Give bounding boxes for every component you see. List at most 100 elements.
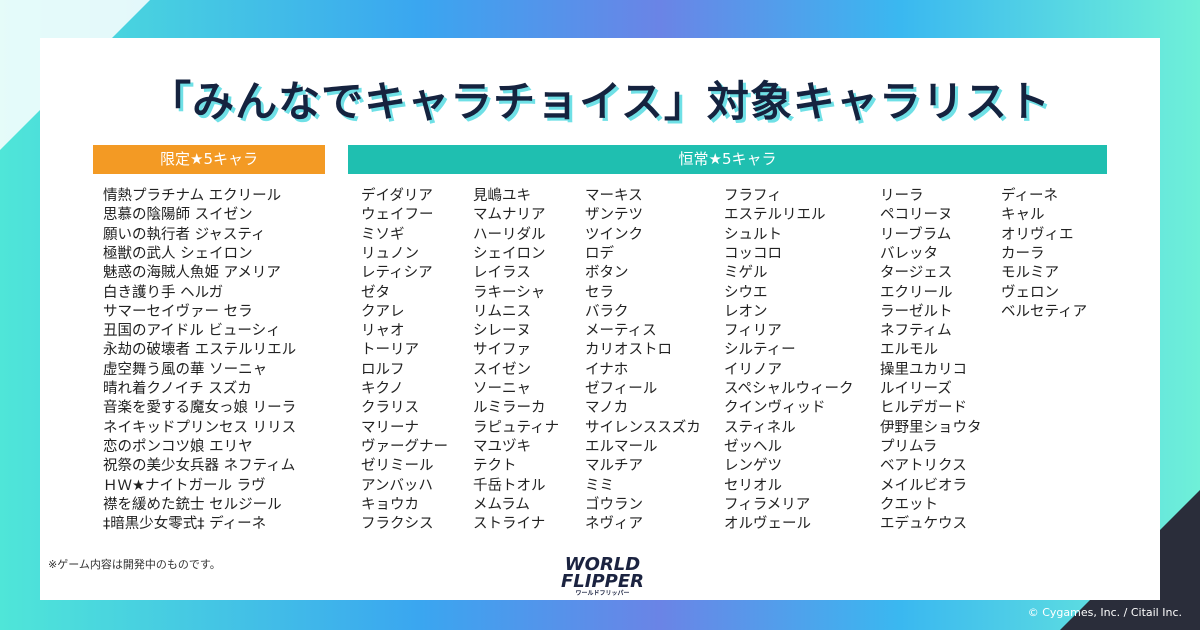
standard-character: キクノ <box>361 381 404 397</box>
standard-character: マユヅキ <box>473 438 531 455</box>
limited-character: 恋のポンコツ娘 エリヤ <box>103 438 253 455</box>
standard-character: ベルセティア <box>1001 303 1088 320</box>
standard-character: ネヴィア <box>585 516 643 533</box>
limited-character: ネイキッドプリンセス リリス <box>103 419 297 436</box>
standard-character: ヴァーグナー <box>361 438 448 455</box>
standard-character: ミゲル <box>724 265 768 282</box>
standard-character: ラピュティナ <box>473 419 560 436</box>
standard-character: ネフティム <box>880 323 952 340</box>
standard-character: 見嶋ユキ <box>473 188 531 204</box>
standard-character: 操里ユカリコ <box>880 361 967 378</box>
limited-character: 白き護り手 ヘルガ <box>103 284 224 301</box>
standard-character: セリオル <box>724 477 782 494</box>
limited-character: 丑国のアイドル ビューシィ <box>103 323 281 340</box>
limited-character: 永劫の破壊者 エステルリエル <box>103 342 297 359</box>
standard-character: タージェス <box>880 265 953 282</box>
limited-character: 魅惑の海賊人魚姫 アメリア <box>103 265 281 282</box>
standard-character: カリオストロ <box>585 342 672 359</box>
limited-character: 情熱プラチナム エクリール <box>103 188 282 204</box>
standard-character: リーラ <box>880 188 924 204</box>
standard-character: マノカ <box>585 400 629 417</box>
standard-character: エステルリエル <box>724 207 826 224</box>
limited-character: 音楽を愛する魔女っ娘 リーラ <box>103 400 297 417</box>
standard-character: キョウカ <box>361 496 419 513</box>
standard-character: サイファ <box>473 342 531 359</box>
standard-character: ハーリダル <box>473 226 546 243</box>
standard-character: ミミ <box>585 477 614 494</box>
standard-character: スペシャルウィーク <box>724 381 854 397</box>
standard-character: バレッタ <box>880 245 938 262</box>
standard-character: テクト <box>473 458 517 475</box>
standard-character: ゴウラン <box>585 496 643 513</box>
standard-character: ヒルデガード <box>880 400 967 417</box>
standard-character: エルモル <box>880 342 938 359</box>
limited-heading: 限定★5キャラ <box>93 145 325 174</box>
limited-character: 極獣の武人 シェイロン <box>103 245 253 262</box>
logo-kana: ワールドフリッパー <box>575 590 630 597</box>
standard-character: ゼフィール <box>585 381 658 397</box>
standard-character: エルマール <box>585 438 658 455</box>
standard-character: シウエ <box>724 284 768 301</box>
copyright: © Cygames, Inc. / Citail Inc. <box>1027 606 1182 619</box>
standard-character: クインヴィッド <box>724 400 826 417</box>
limited-character: ‡暗黒少女零式‡ ディーネ <box>103 516 267 533</box>
standard-character: ツインク <box>585 226 643 243</box>
standard-character: レオン <box>724 303 768 320</box>
standard-character: ロルフ <box>361 361 405 378</box>
standard-character: レンゲツ <box>724 458 782 475</box>
standard-character: メーティス <box>585 323 657 340</box>
standard-character: サイレンススズカ <box>585 419 701 436</box>
standard-character: ロデ <box>585 245 614 262</box>
standard-character: リムニス <box>473 303 531 320</box>
standard-character: ゼッヘル <box>724 438 782 455</box>
standard-character: リュノン <box>361 245 419 262</box>
standard-character: プリムラ <box>880 438 938 455</box>
standard-character: ルイリーズ <box>880 381 952 397</box>
logo-text: WORLD <box>564 554 641 575</box>
standard-character: ザンテツ <box>585 207 643 224</box>
standard-character: 伊野里ショウタ <box>880 419 982 436</box>
standard-character: トーリア <box>361 342 419 359</box>
standard-character: ゼリミール <box>361 458 434 475</box>
standard-character: スティネル <box>724 419 796 436</box>
standard-character: スイゼン <box>473 361 531 378</box>
standard-character: メイルビオラ <box>880 477 967 494</box>
limited-character: 祝祭の美少女兵器 ネフティム <box>103 458 296 475</box>
standard-character: マムナリア <box>473 207 546 224</box>
standard-character: ミソギ <box>361 226 405 243</box>
standard-character: ソーニャ <box>473 381 531 397</box>
standard-character: リャオ <box>361 323 405 340</box>
limited-character: 願いの執行者 ジャスティ <box>103 226 266 243</box>
standard-character: レイラス <box>473 265 531 282</box>
standard-character: マーキス <box>585 188 643 204</box>
standard-character: フィラメリア <box>724 496 811 513</box>
standard-heading: 恒常★5キャラ <box>348 145 1107 174</box>
standard-character: ベアトリクス <box>880 458 967 475</box>
standard-character: ヴェロン <box>1001 284 1059 301</box>
standard-character: クエット <box>880 496 938 513</box>
standard-character: フラフィ <box>724 188 782 204</box>
standard-character: シュルト <box>724 226 782 243</box>
logo-text: FLIPPER <box>560 571 644 592</box>
note: ※ゲーム内容は開発中のものです。 <box>48 558 221 571</box>
standard-character: ストライナ <box>473 516 546 533</box>
standard-character: ゼタ <box>361 284 390 301</box>
standard-character: ラキーシャ <box>473 284 546 301</box>
standard-character: バラク <box>585 303 629 320</box>
title: 「みんなでキャラチョイス」対象キャラリスト <box>149 77 1051 126</box>
logo: WORLD FLIPPER ワールドフリッパー <box>535 556 670 598</box>
standard-character: ボタン <box>585 265 629 282</box>
standard-character: ラーゼルト <box>880 303 953 320</box>
standard-character: オルヴェール <box>724 516 811 533</box>
limited-character: 虚空舞う風の華 ソーニャ <box>103 361 268 378</box>
standard-character: シェイロン <box>473 245 546 262</box>
standard-character: イナホ <box>585 361 629 378</box>
standard-character: クラリス <box>361 400 419 417</box>
panel <box>40 38 1160 600</box>
standard-character: イリノア <box>724 361 782 378</box>
standard-character: コッコロ <box>724 245 782 262</box>
standard-character: モルミア <box>1001 265 1059 282</box>
limited-character: サマーセイヴァー セラ <box>103 303 253 320</box>
standard-character: マリーナ <box>361 419 419 436</box>
